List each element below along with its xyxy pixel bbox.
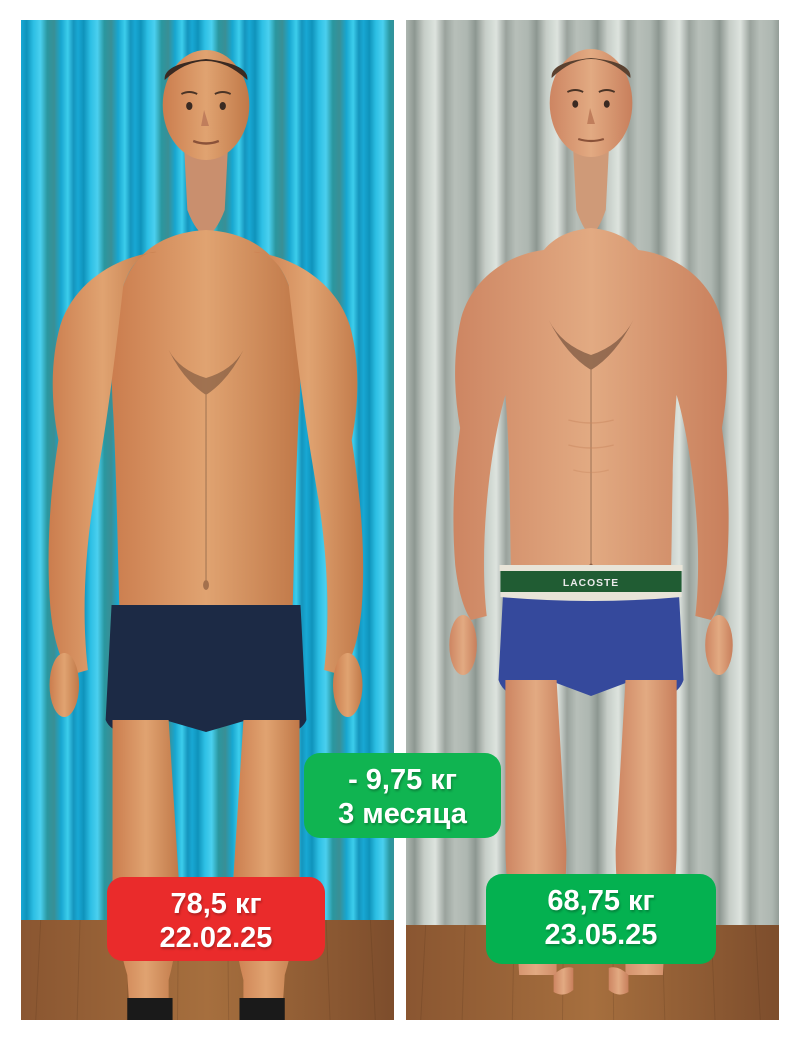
svg-text:LACOSTE: LACOSTE <box>563 578 619 589</box>
